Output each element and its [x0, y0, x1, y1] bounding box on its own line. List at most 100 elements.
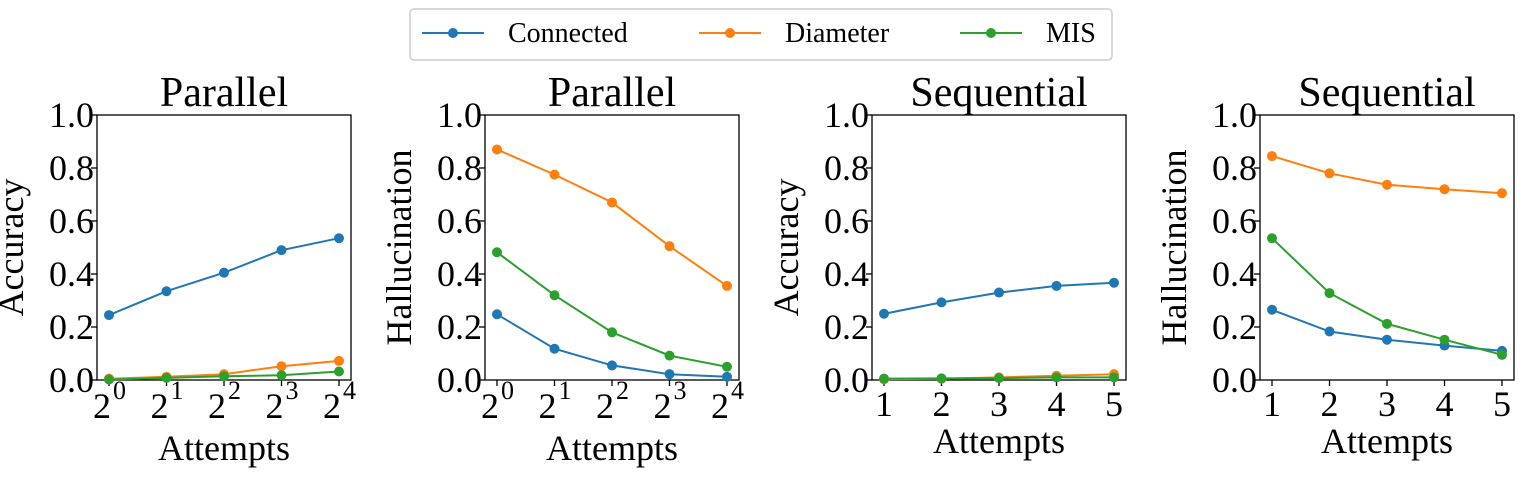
legend-item-connected: Connected	[422, 18, 628, 49]
data-point	[607, 360, 617, 371]
series-line	[883, 281, 1115, 315]
y-tick-label: 0.2	[437, 307, 482, 347]
chart-panel-3: Sequential 0.0 0.2 0.4 0.6 0.8 1.0 Accuracy 1 2 3 4…	[766, 70, 1127, 461]
data-point	[664, 241, 675, 252]
data-point	[334, 233, 344, 244]
legend-marker	[986, 28, 996, 38]
data-point	[1267, 304, 1277, 315]
legend-marker	[448, 28, 458, 38]
y-tick-label: 1.0	[49, 95, 94, 135]
data-point	[722, 361, 732, 372]
x-tick-exponent: 3	[674, 376, 687, 405]
y-axis-label: Accuracy	[766, 179, 806, 317]
data-point	[276, 245, 287, 256]
x-tick-exponent: 4	[731, 376, 744, 405]
chart-panel-4: Sequential 0.0 0.2 0.4 0.6 0.8 1.0 Hallucinatio…	[1154, 70, 1515, 461]
y-tick-label: 1.0	[437, 95, 482, 135]
y-tick-label: 0.2	[1212, 307, 1257, 347]
data-point	[161, 286, 172, 297]
y-tick-label: 1.0	[824, 95, 869, 135]
y-axis-label: Hallucination	[379, 150, 419, 346]
data-point	[936, 297, 947, 308]
plot-area	[484, 114, 740, 381]
data-point	[664, 369, 675, 380]
y-axis-label: Hallucination	[1154, 150, 1194, 346]
x-tick-label: 5	[1105, 384, 1123, 424]
data-point	[161, 372, 172, 383]
data-point	[1109, 372, 1119, 383]
series-mis	[104, 366, 344, 385]
data-point	[276, 370, 287, 381]
data-point	[1324, 168, 1335, 179]
x-tick-label: 3	[1378, 384, 1396, 424]
data-point	[1109, 277, 1119, 288]
data-point	[722, 280, 732, 291]
series-mis	[879, 372, 1119, 384]
y-tick-label: 0.0	[1212, 360, 1257, 400]
x-tick-exponent: 3	[286, 376, 299, 405]
chart-panel-2: Parallel 0.0 0.2 0.4 0.6 0.8 1.0 Hallucination 2…	[379, 70, 744, 468]
data-point	[1439, 334, 1450, 345]
x-axis-label: Attempts	[158, 428, 290, 468]
x-tick-label: 2	[933, 384, 951, 424]
x-tick-label: 1	[1263, 384, 1281, 424]
series-mis	[1267, 233, 1507, 360]
data-point	[607, 327, 617, 338]
x-tick-label: 3	[990, 384, 1008, 424]
y-axis-label: Accuracy	[0, 179, 31, 317]
x-tick-exponent: 4	[343, 376, 356, 405]
x-tick-base: 2	[654, 386, 672, 426]
legend-marker	[725, 28, 735, 38]
y-tick-label: 0.6	[49, 201, 94, 241]
y-tick-label: 0.8	[437, 148, 482, 188]
x-tick-base: 2	[539, 386, 557, 426]
y-tick-label: 0.0	[437, 360, 482, 400]
x-tick-base: 2	[93, 386, 111, 426]
plot-area	[96, 114, 352, 381]
data-point	[1497, 349, 1507, 360]
data-point	[607, 197, 617, 208]
series-connected	[492, 309, 732, 382]
y-tick-label: 0.4	[1212, 254, 1257, 294]
x-tick-label: 1	[875, 384, 893, 424]
x-tick-label: 4	[1436, 384, 1454, 424]
chart-title: Parallel	[160, 70, 288, 116]
series-connected	[1267, 304, 1507, 356]
y-tick-label: 0.8	[1212, 148, 1257, 188]
x-tick-exponent: 0	[501, 376, 514, 405]
chart-title: Sequential	[1298, 70, 1475, 116]
data-point	[879, 308, 889, 319]
data-point	[1382, 179, 1392, 190]
series-line	[496, 251, 728, 368]
chart-title: Parallel	[548, 70, 676, 116]
x-tick-base: 2	[266, 386, 284, 426]
y-tick-label: 0.6	[824, 201, 869, 241]
data-point	[994, 373, 1004, 384]
x-tick-label: 4	[1048, 384, 1066, 424]
x-tick-exponent: 0	[113, 376, 126, 405]
x-tick-base: 2	[596, 386, 614, 426]
data-point	[1051, 372, 1062, 383]
x-tick-label: 2	[1321, 384, 1339, 424]
data-point	[549, 290, 560, 301]
data-point	[1267, 233, 1277, 244]
x-tick-exponent: 1	[559, 376, 572, 405]
data-point	[1267, 151, 1277, 162]
x-tick-label: 5	[1493, 384, 1511, 424]
data-point	[104, 374, 114, 385]
x-tick-exponent: 1	[171, 376, 184, 405]
legend-label: Diameter	[785, 18, 890, 49]
data-point	[492, 144, 502, 155]
x-axis-label: Attempts	[933, 421, 1065, 461]
legend-frame	[409, 8, 1113, 61]
data-point	[1324, 326, 1335, 337]
